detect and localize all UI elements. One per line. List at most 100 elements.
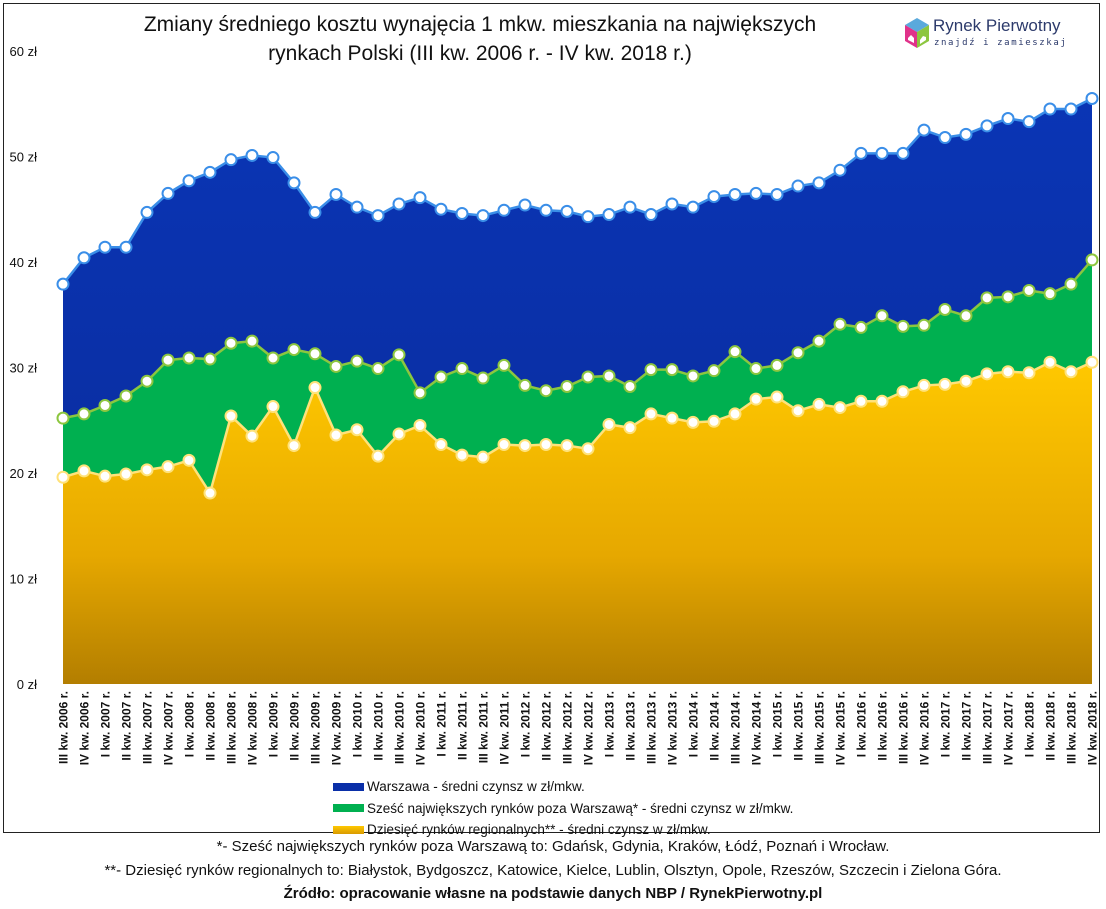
point-dziesiec [791,404,805,418]
point-warszawa [308,205,322,219]
point-warszawa [581,210,595,224]
point-warszawa [329,187,343,201]
point-warszawa [812,176,826,190]
x-tick-label: I kw. 2012 r. [519,691,533,757]
x-tick-label: IV kw. 2013 r. [666,691,680,765]
point-dziesiec [1001,365,1015,379]
x-tick-label: II kw. 2016 r. [876,691,890,761]
x-tick-label: II kw. 2015 r. [792,691,806,761]
point-szesc [392,348,406,362]
area-chart: 0 zł 10 zł 20 zł 30 zł 40 zł 50 zł 60 zł III k… [10,44,1100,765]
point-szesc [686,369,700,383]
point-warszawa [1022,115,1036,129]
point-dziesiec [140,463,154,477]
x-tick-label: IV kw. 2008 r. [246,691,260,765]
point-szesc [938,302,952,316]
point-szesc [770,358,784,372]
point-warszawa [602,208,616,222]
point-szesc [77,407,91,421]
point-dziesiec [518,439,532,453]
x-tick-label: IV kw. 2017 r. [1002,691,1016,765]
legend-swatch [333,782,364,791]
point-dziesiec [1043,355,1057,369]
x-tick-label: II kw. 2018 r. [1044,691,1058,761]
point-warszawa [119,240,133,254]
point-szesc [413,386,427,400]
x-tick-label: IV kw. 2012 r. [582,691,596,765]
y-tick-label: 0 zł [17,677,37,692]
x-tick-label: II kw. 2011 r. [456,691,470,760]
point-warszawa [644,208,658,222]
point-dziesiec [560,439,574,453]
point-dziesiec [266,400,280,414]
x-tick-label: I kw. 2010 r. [351,691,365,757]
point-dziesiec [707,414,721,428]
legend-label: Warszawa - średni czynsz w zł/mkw. [367,779,585,794]
point-szesc [245,334,259,348]
point-szesc [917,318,931,332]
x-tick-label: IV kw. 2007 r. [162,691,176,765]
point-warszawa [686,200,700,214]
x-tick-label: I kw. 2013 r. [603,691,617,757]
point-dziesiec [476,450,490,464]
cube-logo-icon [905,18,929,48]
x-tick-label: I kw. 2008 r. [183,691,197,757]
point-warszawa [728,187,742,201]
point-dziesiec [812,397,826,411]
point-szesc [581,370,595,384]
point-dziesiec [539,438,553,452]
x-tick-label: III kw. 2007 r. [141,691,155,764]
point-warszawa [665,197,679,211]
source-note: Źródło: opracowanie własne na podstawie … [283,885,823,902]
x-tick-label: III kw. 2011 r. [477,691,491,763]
x-tick-label: I kw. 2017 r. [939,691,953,757]
point-dziesiec [728,407,742,421]
point-warszawa [917,123,931,137]
point-szesc [707,364,721,378]
x-tick-label: IV kw. 2009 r. [330,691,344,765]
chart-title: Zmiany średniego kosztu wynajęcia 1 mkw.… [90,10,870,68]
point-dziesiec [917,378,931,392]
point-szesc [98,398,112,412]
point-warszawa [896,146,910,160]
point-warszawa [266,151,280,165]
legend-swatch [333,804,364,813]
x-tick-label: I kw. 2011 r. [435,691,449,757]
point-szesc [833,317,847,331]
point-warszawa [434,202,448,216]
x-tick-label: III kw. 2014 r. [729,691,743,764]
point-dziesiec [959,374,973,388]
point-szesc [287,343,301,357]
point-szesc [518,378,532,392]
point-szesc [959,309,973,323]
point-szesc [644,363,658,377]
point-dziesiec [245,429,259,443]
point-szesc [539,384,553,398]
x-tick-label: I kw. 2015 r. [771,691,785,757]
legend-label: Sześć największych rynków poza Warszawą*… [367,800,794,816]
point-szesc [329,359,343,373]
x-tick-label: II kw. 2013 r. [624,691,638,761]
point-warszawa [875,146,889,160]
x-tick-label: I kw. 2016 r. [855,691,869,757]
point-szesc [1043,287,1057,301]
point-dziesiec [581,442,595,456]
point-warszawa [182,174,196,188]
x-tick-label: II kw. 2014 r. [708,691,722,761]
point-szesc [308,347,322,361]
point-dziesiec [833,401,847,415]
x-tick-label: III kw. 2017 r. [981,691,995,764]
area-dziesiec [63,362,1092,684]
legend-item-dziesiec: Dziesięć rynków regionalnych** - średni … [333,819,793,841]
point-szesc [1022,283,1036,297]
point-dziesiec [287,439,301,453]
logo-name: Rynek Pierwotny [933,16,1061,35]
point-warszawa [518,198,532,212]
point-dziesiec [350,423,364,437]
x-tick-label: IV kw. 2016 r. [918,691,932,765]
point-dziesiec [224,409,238,423]
point-dziesiec [896,385,910,399]
point-szesc [203,352,217,366]
point-dziesiec [1022,366,1036,380]
x-tick-label: I kw. 2007 r. [99,691,113,757]
